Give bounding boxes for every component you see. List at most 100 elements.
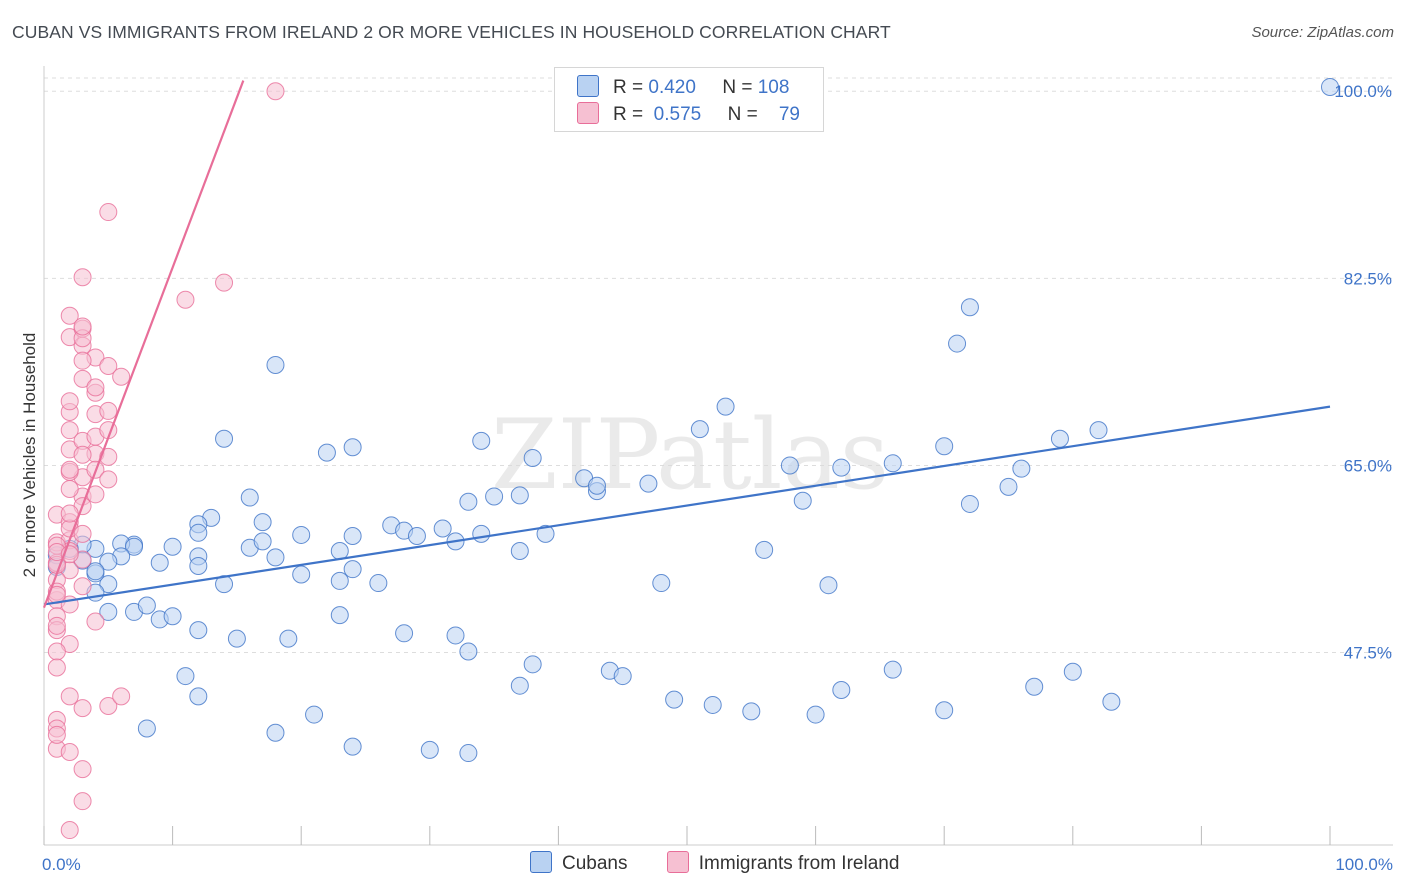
ireland-point — [73, 369, 92, 388]
watermark: ZIPatlas — [491, 399, 889, 511]
legend-row-ireland: R = 0.575 N = 79 — [577, 102, 800, 126]
cuban-point — [343, 737, 362, 756]
ireland-point — [73, 792, 92, 811]
ireland-point — [73, 699, 92, 718]
cuban-point — [305, 705, 324, 724]
legend-n-value: 108 — [757, 77, 790, 98]
ireland-point — [60, 392, 79, 411]
cuban-point — [266, 548, 285, 567]
ireland-point — [86, 378, 105, 397]
y-tick-label: 47.5% — [1344, 644, 1392, 663]
cuban-point — [215, 575, 234, 594]
cuban-point — [948, 334, 967, 353]
ireland-point — [47, 658, 66, 677]
cuban-point — [613, 667, 632, 686]
cuban-point — [960, 298, 979, 317]
tick-labels: 47.5% 65.0% 82.5% 100.0% 0.0% 100.0% — [42, 82, 1393, 874]
cuban-point — [99, 602, 118, 621]
ireland-point — [47, 725, 66, 744]
cuban-point — [125, 537, 144, 556]
cuban-point — [883, 660, 902, 679]
cuban-point — [459, 642, 478, 661]
cuban-point — [999, 477, 1018, 496]
cuban-point — [343, 438, 362, 457]
cuban-point — [523, 655, 542, 674]
cuban-point — [793, 491, 812, 510]
cuban-point — [690, 420, 709, 439]
cuban-point — [253, 532, 272, 551]
legend-r-value: 0.575 — [653, 104, 702, 125]
ireland-point — [215, 273, 234, 292]
y-axis-label: 2 or more Vehicles in Household — [20, 332, 39, 578]
cuban-point — [99, 552, 118, 571]
cuban-point — [1050, 429, 1069, 448]
ireland-point — [73, 351, 92, 370]
legend-swatch-pink — [666, 851, 689, 873]
cuban-point — [510, 541, 529, 560]
legend-item-ireland[interactable]: Immigrants from Ireland — [666, 851, 899, 875]
cuban-point — [587, 476, 606, 495]
cuban-point — [1025, 677, 1044, 696]
ireland-point — [60, 821, 79, 840]
cuban-point — [523, 448, 542, 467]
cuban-point — [716, 397, 735, 416]
legend-item-cubans[interactable]: Cubans — [530, 851, 628, 875]
ireland-point — [73, 317, 92, 336]
ireland-point — [266, 82, 285, 101]
ireland-point — [60, 504, 79, 523]
cuban-point — [472, 431, 491, 450]
ireland-point — [73, 445, 92, 464]
y-tick-label: 65.0% — [1344, 456, 1392, 475]
ireland-point — [86, 612, 105, 631]
cuban-point — [317, 443, 336, 462]
cuban-point — [150, 553, 169, 572]
ireland-point — [60, 742, 79, 761]
ireland-point — [99, 697, 118, 716]
ireland-point — [60, 460, 79, 479]
x-tick-label: 0.0% — [42, 855, 81, 874]
cuban-point — [395, 624, 414, 643]
cuban-point — [279, 629, 298, 648]
cuban-point — [163, 537, 182, 556]
cuban-point — [883, 454, 902, 473]
cuban-point — [819, 576, 838, 595]
cuban-point — [433, 519, 452, 538]
cuban-point — [266, 723, 285, 742]
y-tick-label: 100.0% — [1334, 82, 1392, 101]
cuban-point — [742, 702, 761, 721]
cuban-point — [189, 621, 208, 640]
cuban-point — [189, 687, 208, 706]
cuban-point — [960, 494, 979, 513]
ireland-point — [60, 421, 79, 440]
cuban-point — [137, 596, 156, 615]
cuban-point — [832, 680, 851, 699]
cuban-point — [510, 676, 529, 695]
cuban-point — [510, 486, 529, 505]
cuban-point — [137, 719, 156, 738]
cuban-point — [99, 575, 118, 594]
cuban-point — [832, 458, 851, 477]
ireland-point — [60, 687, 79, 706]
cuban-point — [330, 571, 349, 590]
cuban-point — [420, 740, 439, 759]
cuban-point — [1321, 77, 1339, 96]
cuban-point — [459, 492, 478, 511]
cuban-point — [652, 574, 671, 593]
cuban-point — [780, 456, 799, 475]
ireland-point — [60, 479, 79, 498]
cuban-point — [176, 667, 195, 686]
cuban-point — [253, 513, 272, 532]
trend-lines — [42, 80, 1331, 609]
cuban-point — [536, 524, 555, 543]
cuban-point — [446, 626, 465, 645]
y-tick-label: 82.5% — [1344, 269, 1392, 288]
ireland-point — [73, 524, 92, 543]
ireland-point — [47, 642, 66, 661]
cuban-point — [703, 695, 722, 714]
correlation-legend: R = 0.420 N = 108 R = 0.575 N = 79 — [554, 67, 824, 132]
cuban-point — [472, 524, 491, 543]
legend-swatch-blue — [530, 851, 552, 873]
cuban-point — [240, 488, 259, 507]
cuban-point — [935, 701, 954, 720]
cuban-point — [86, 562, 105, 581]
